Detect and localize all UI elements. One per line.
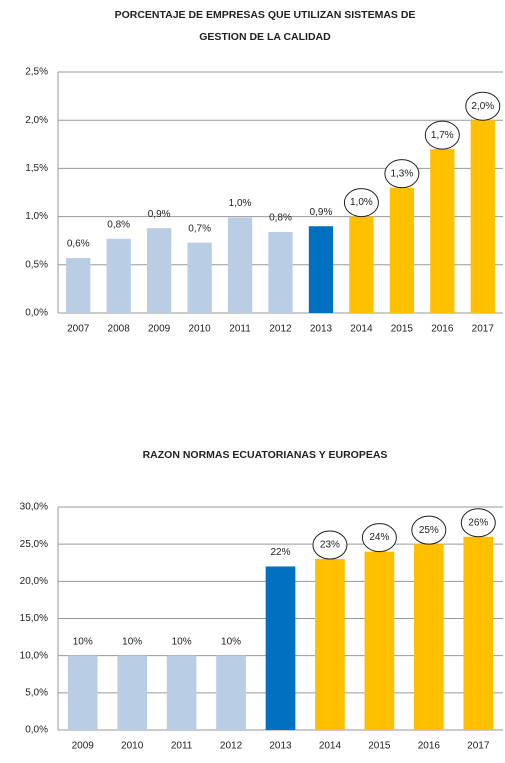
x-tick-label: 2016: [418, 741, 441, 752]
data-label: 10%: [122, 636, 142, 647]
data-label: 23%: [320, 540, 340, 551]
data-label: 25%: [419, 525, 439, 536]
data-label: 0,8%: [269, 213, 292, 224]
bar: [414, 544, 444, 730]
data-label: 26%: [468, 517, 488, 528]
label-circle: [343, 188, 379, 218]
label-circle: [312, 530, 348, 560]
bar: [67, 655, 98, 730]
bar: [315, 559, 345, 730]
y-tick-label: 0,5%: [25, 259, 48, 270]
data-label: 1,0%: [229, 198, 252, 209]
label-circle: [465, 91, 501, 121]
data-label: 10%: [172, 636, 192, 647]
bar: [308, 226, 334, 313]
data-label: 10%: [73, 636, 93, 647]
x-tick-label: 2015: [391, 324, 414, 335]
y-tick-label: 1,0%: [25, 211, 48, 222]
label-circle: [361, 523, 397, 553]
y-tick-label: 0,0%: [25, 725, 48, 736]
bar: [430, 149, 455, 313]
y-tick-label: 30,0%: [20, 502, 48, 513]
x-tick-label: 2015: [368, 741, 391, 752]
x-tick-label: 2014: [350, 324, 373, 335]
data-label: 0,8%: [107, 219, 130, 230]
data-label: 0,9%: [310, 207, 333, 218]
data-label: 22%: [270, 547, 290, 558]
bar: [463, 536, 494, 730]
x-tick-label: 2011: [171, 741, 193, 752]
bar: [166, 655, 197, 730]
y-tick-label: 2,5%: [25, 67, 48, 78]
y-tick-label: 5,0%: [25, 687, 48, 698]
y-tick-label: 2,0%: [25, 115, 48, 126]
chart-title: RAZON NORMAS ECUATORIANAS Y EUROPEAS: [143, 449, 388, 461]
y-tick-label: 20,0%: [20, 576, 48, 587]
data-label: 0,7%: [188, 223, 211, 234]
x-tick-label: 2012: [269, 324, 292, 335]
y-tick-label: 25,0%: [20, 539, 48, 550]
x-tick-label: 2017: [467, 741, 490, 752]
label-circle: [424, 120, 460, 150]
bar: [117, 655, 147, 730]
x-tick-label: 2010: [188, 324, 211, 335]
data-label: 10%: [221, 636, 241, 647]
chart-title: PORCENTAJE DE EMPRESAS QUE UTILIZAN SIST…: [115, 9, 416, 21]
bar: [389, 187, 414, 313]
bar: [66, 258, 91, 313]
bar: [265, 566, 296, 730]
bar: [216, 655, 246, 730]
data-label: 2,0%: [471, 101, 494, 112]
x-tick-label: 2012: [220, 741, 243, 752]
x-tick-label: 2007: [67, 324, 90, 335]
x-tick-label: 2008: [108, 324, 131, 335]
bar: [106, 238, 131, 313]
y-tick-label: 15,0%: [20, 613, 48, 624]
label-circle: [460, 508, 496, 538]
bar: [227, 217, 253, 313]
y-tick-label: 1,5%: [25, 163, 48, 174]
x-tick-label: 2011: [229, 324, 251, 335]
chart-title: GESTION DE LA CALIDAD: [199, 31, 331, 43]
x-tick-label: 2013: [310, 324, 333, 335]
data-label: 0,6%: [67, 239, 90, 250]
x-tick-label: 2010: [121, 741, 144, 752]
x-tick-label: 2013: [269, 741, 292, 752]
x-tick-label: 2014: [319, 741, 342, 752]
data-label: 0,9%: [148, 209, 171, 220]
y-tick-label: 0,0%: [25, 308, 48, 319]
bar: [470, 120, 495, 313]
bar: [349, 216, 374, 313]
x-tick-label: 2017: [472, 324, 495, 335]
y-tick-label: 10,0%: [20, 650, 48, 661]
data-label: 1,7%: [431, 130, 454, 141]
data-label: 1,3%: [390, 168, 413, 179]
bar: [147, 228, 172, 313]
bar: [187, 242, 212, 313]
bar: [268, 232, 293, 313]
label-circle: [384, 159, 420, 189]
data-label: 1,0%: [350, 197, 373, 208]
label-circle: [411, 515, 447, 545]
x-tick-label: 2009: [72, 741, 95, 752]
x-tick-label: 2016: [431, 324, 454, 335]
data-label: 24%: [369, 532, 389, 543]
bar: [364, 551, 395, 730]
x-tick-label: 2009: [148, 324, 171, 335]
